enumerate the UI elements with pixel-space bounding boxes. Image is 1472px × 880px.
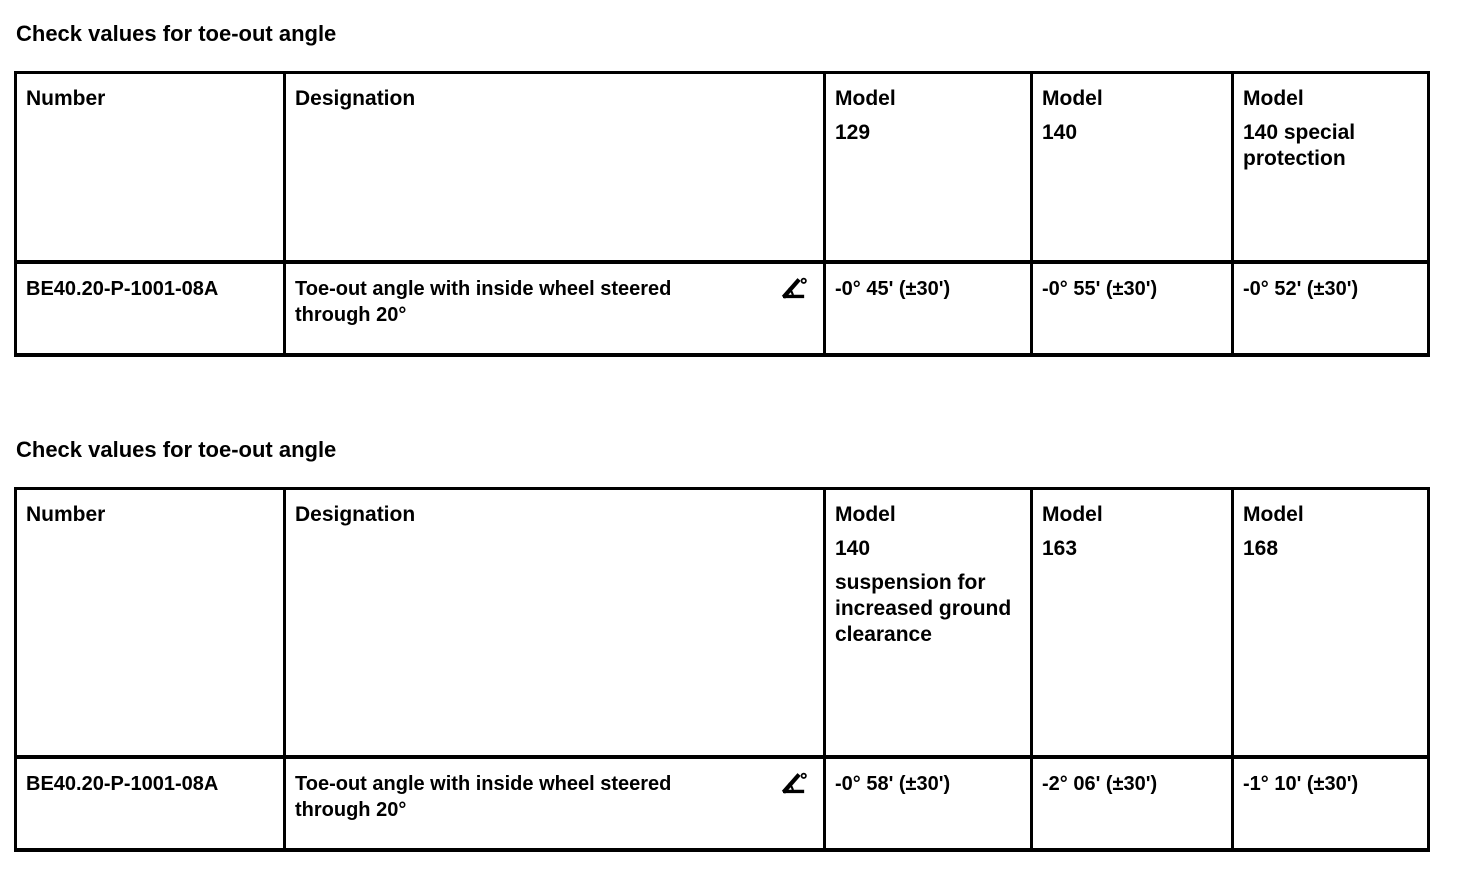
model-code: 163 (1042, 536, 1078, 560)
cell-value-model-129: -0° 45' (±30') (823, 260, 1033, 356)
model-code: 168 (1243, 536, 1279, 560)
table-data-row: BE40.20-P-1001-08A Toe-out angle with in… (14, 260, 1430, 356)
section-toe-out-angle-2: Check values for toe-out angle Number De… (14, 436, 1472, 852)
measured-angle-degree-icon (781, 277, 807, 299)
column-header-model-140-special-protection: Model 140 special protection (1231, 71, 1430, 264)
cell-value-model-140: -0° 55' (±30') (1030, 260, 1234, 356)
cell-designation: Toe-out angle with inside wheel steered … (283, 260, 826, 356)
cell-value-model-163: -2° 06' (±30') (1030, 755, 1234, 852)
measured-angle-degree-icon (781, 772, 807, 794)
column-header-number: Number (14, 486, 286, 759)
cell-value-model-168: -1° 10' (±30') (1231, 755, 1430, 852)
column-header-model-163: Model 163 (1030, 486, 1234, 759)
cell-value-model-140-special-protection: -0° 52' (±30') (1231, 260, 1430, 356)
section-toe-out-angle-1: Check values for toe-out angle Number De… (14, 23, 1472, 357)
column-header-model-168: Model 168 (1231, 486, 1430, 759)
column-header-designation: Designation (283, 71, 826, 264)
model-note: suspension for increased ground clearanc… (835, 570, 1012, 646)
toe-out-angle-table-1: Number Designation Model 129 Model 140 M… (14, 71, 1430, 357)
model-code: 140 (1042, 121, 1078, 144)
document-page: Check values for toe-out angle Number De… (14, 23, 1472, 852)
model-code: 140 (835, 536, 871, 560)
table-header-row: Number Designation Model 140 suspension … (14, 486, 1430, 759)
model-label: Model (1243, 87, 1304, 110)
model-label: Model (835, 502, 896, 526)
toe-out-angle-table-2: Number Designation Model 140 suspension … (14, 486, 1430, 852)
model-code: 129 (835, 121, 871, 144)
column-header-model-140-suspension: Model 140 suspension for increased groun… (823, 486, 1033, 759)
designation-text: Toe-out angle with inside wheel steered … (295, 277, 672, 326)
column-header-number: Number (14, 71, 286, 264)
column-header-designation: Designation (283, 486, 826, 759)
table-data-row: BE40.20-P-1001-08A Toe-out angle with in… (14, 755, 1430, 852)
model-label: Model (1042, 502, 1103, 526)
column-header-model-129: Model 129 (823, 71, 1033, 264)
model-label: Model (1243, 502, 1304, 526)
cell-number: BE40.20-P-1001-08A (14, 755, 286, 852)
model-label: Model (835, 87, 896, 110)
designation-text: Toe-out angle with inside wheel steered … (295, 773, 672, 821)
model-label: Model (1042, 87, 1103, 110)
cell-value-model-140-suspension: -0° 58' (±30') (823, 755, 1033, 852)
cell-number: BE40.20-P-1001-08A (14, 260, 286, 356)
section-title: Check values for toe-out angle (16, 436, 337, 462)
cell-designation: Toe-out angle with inside wheel steered … (283, 755, 826, 852)
section-title: Check values for toe-out angle (16, 21, 337, 46)
column-header-model-140: Model 140 (1030, 71, 1234, 264)
table-header-row: Number Designation Model 129 Model 140 M… (14, 71, 1430, 264)
model-code: 140 special protection (1243, 121, 1356, 170)
